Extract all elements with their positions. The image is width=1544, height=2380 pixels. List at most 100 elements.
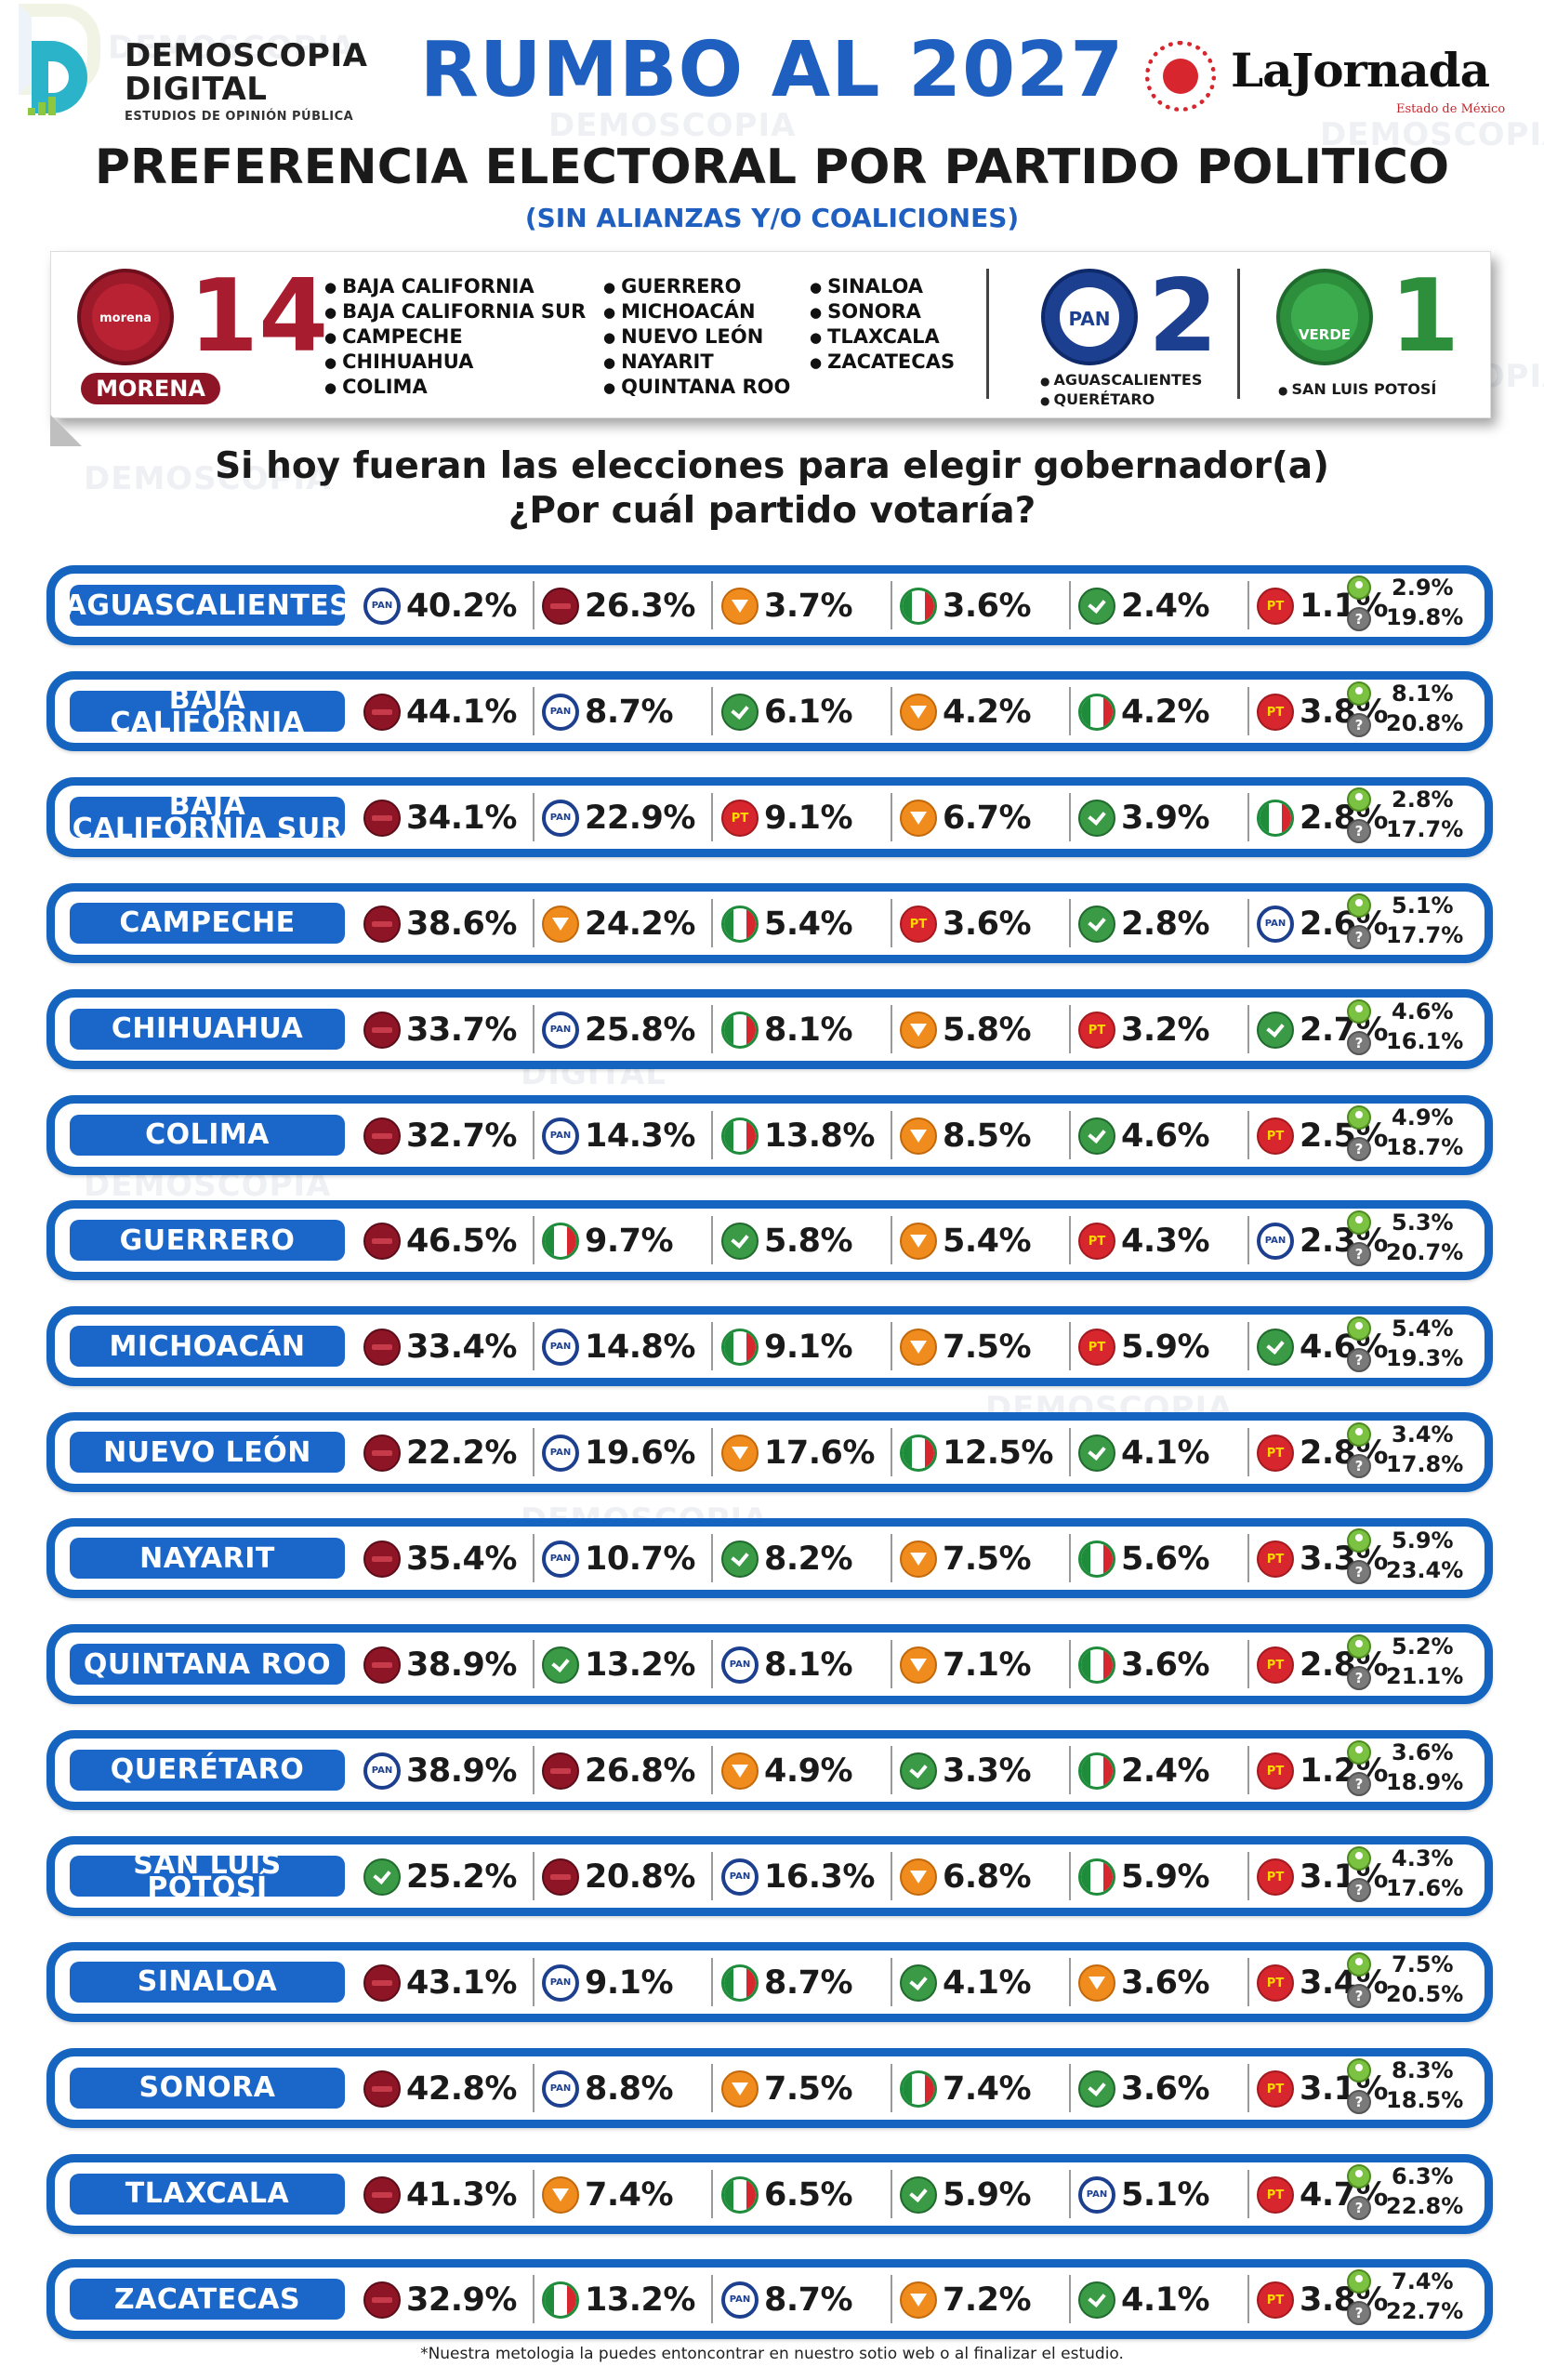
- party-percentage: 46.5%: [406, 1223, 517, 1261]
- result-cell: 9.1%: [718, 792, 892, 841]
- publisher-name: LaJornada: [1231, 43, 1490, 98]
- movimiento-ciudadano-logo-icon: [900, 693, 937, 731]
- pan-logo-icon: [1257, 1223, 1294, 1261]
- party-percentage: 3.1%: [1300, 1858, 1389, 1896]
- party-percentage: 2.8%: [1300, 1646, 1389, 1684]
- result-cell: 5.4%: [896, 1216, 1071, 1265]
- party-percentage: 34.1%: [406, 799, 517, 837]
- result-cell: 7.1%: [896, 1640, 1071, 1688]
- independent-person-icon: [1347, 1316, 1371, 1342]
- result-cell: 17.6%: [718, 1428, 892, 1477]
- state-name: GUERRERO: [70, 1220, 345, 1262]
- party-percentage: 26.3%: [585, 588, 695, 625]
- table-row: GUERRERO 46.5% 9.7% 5.8% 5.4% 4.3% 2.3%5.3% 20.…: [46, 1200, 1493, 1281]
- result-cell: 4.1%: [896, 1957, 1071, 2006]
- party-percentage: 41.3%: [406, 2175, 517, 2214]
- movimiento-ciudadano-logo-icon: [900, 1223, 937, 1261]
- party-percentage: 2.3%: [1300, 1223, 1389, 1261]
- question-mark-icon: [1347, 1030, 1371, 1055]
- independent-person-icon: [1347, 1528, 1371, 1554]
- other-responses: 4.3% 17.6%: [1347, 1844, 1486, 1908]
- movimiento-ciudadano-logo-icon: [900, 2281, 937, 2320]
- party-percentage: 8.1%: [764, 1646, 853, 1684]
- party-percentage: 5.4%: [764, 905, 853, 943]
- table-row: SINALOA 43.1% 9.1% 8.7% 4.1% 3.6% 3.4%7.5% 20.5…: [46, 1941, 1493, 2022]
- party-percentage: 14.8%: [585, 1329, 695, 1367]
- independent-percentage: 5.4%: [1392, 1316, 1454, 1342]
- independent-person-icon: [1347, 1210, 1371, 1236]
- pri-logo-icon: [900, 2069, 937, 2108]
- party-percentage: 16.3%: [764, 1858, 875, 1896]
- table-row: BAJA CALIFORNIA SUR 34.1% 22.9% 9.1% 6.7% 3.9…: [46, 776, 1493, 857]
- morena-states-col2: GUERREROMICHOACÁNNUEVO LEÓNNAYARITQUINTA…: [603, 274, 790, 400]
- party-percentage: 3.9%: [1121, 799, 1210, 837]
- state-name: BAJA CALIFORNIA SUR: [70, 791, 345, 842]
- pri-logo-icon: [721, 1329, 759, 1367]
- no-response-percentage: 18.7%: [1386, 1133, 1464, 1160]
- movimiento-ciudadano-logo-icon: [900, 1540, 937, 1579]
- no-response-percentage: 21.1%: [1386, 1663, 1464, 1689]
- morena-logo-icon: [542, 588, 579, 625]
- result-cell: 3.3%: [896, 1745, 1071, 1794]
- result-cell: 3.2%: [1075, 1004, 1249, 1053]
- movimiento-ciudadano-logo-icon: [900, 1011, 937, 1049]
- table-row: ZACATECAS 32.9% 13.2% 8.7% 7.2% 4.1% 3.8%7.4% 2…: [46, 2259, 1493, 2340]
- state-name: QUERÉTARO: [70, 1749, 345, 1791]
- party-percentage: 14.3%: [585, 1117, 695, 1155]
- question-mark-icon: [1347, 2089, 1371, 2114]
- other-responses: 2.9% 19.8%: [1347, 574, 1486, 637]
- result-cell: 7.5%: [718, 2063, 892, 2112]
- question-mark-icon: [1347, 1983, 1371, 2008]
- page-note: (SIN ALIANZAS Y/O COALICIONES): [524, 203, 1020, 233]
- question-mark-icon: [1347, 1666, 1371, 1690]
- pan-logo-icon: [721, 1858, 759, 1896]
- party-percentage: 7.5%: [764, 2069, 853, 2108]
- pan-logo-icon: [721, 1646, 759, 1684]
- verde-logo-icon: [1078, 905, 1115, 943]
- result-cell: 4.6%: [1075, 1110, 1249, 1159]
- question-mark-icon: [1347, 1771, 1371, 1796]
- pri-logo-icon: [1257, 799, 1294, 837]
- other-responses: 3.4% 17.8%: [1347, 1421, 1486, 1484]
- morena-states-col3: SINALOASONORATLAXCALAZACATECAS: [810, 274, 955, 375]
- result-cell: 1.2%: [1253, 1746, 1426, 1794]
- morena-logo-icon: [542, 1752, 579, 1790]
- pan-logo-icon: [363, 588, 401, 625]
- party-percentage: 4.3%: [1121, 1223, 1210, 1261]
- party-percentage: 35.4%: [406, 1540, 517, 1579]
- publisher-edition: Estado de México: [1396, 102, 1506, 116]
- other-responses: 4.9% 18.7%: [1347, 1104, 1486, 1167]
- party-percentage: 38.9%: [406, 1646, 517, 1684]
- party-percentage: 17.6%: [764, 1435, 875, 1473]
- independent-percentage: 5.1%: [1392, 892, 1454, 919]
- independent-percentage: 7.5%: [1392, 1950, 1454, 1977]
- pan-states: AGUASCALIENTESQUERÉTARO: [1040, 371, 1202, 410]
- party-percentage: 1.2%: [1300, 1752, 1389, 1790]
- result-cell: 32.7%: [360, 1110, 534, 1159]
- result-cell: 3.6%: [896, 898, 1071, 947]
- independent-percentage: 5.3%: [1392, 1210, 1454, 1236]
- morena-logo-icon: [363, 1646, 401, 1684]
- pan-logo-icon: [542, 693, 579, 731]
- result-cell: 3.7%: [718, 581, 892, 629]
- other-responses: 5.9% 23.4%: [1347, 1527, 1486, 1590]
- pri-logo-icon: [1078, 1858, 1115, 1896]
- table-row: CHIHUAHUA 33.7% 25.8% 8.1% 5.8% 3.2% 2.7%4.6%1…: [46, 988, 1493, 1069]
- verde-logo-icon: [721, 693, 759, 731]
- morena-logo-icon: morena: [77, 269, 174, 365]
- party-percentage: 2.7%: [1300, 1011, 1389, 1049]
- result-cell: 7.4%: [538, 2169, 713, 2218]
- movimiento-ciudadano-logo-icon: [900, 1117, 937, 1155]
- result-cell: 38.9%: [360, 1745, 534, 1794]
- result-cell: 16.3%: [718, 1851, 892, 1900]
- result-cell: 5.1%: [1075, 2169, 1249, 2218]
- pan-logo-icon: [1257, 905, 1294, 943]
- result-cell: 38.9%: [360, 1640, 534, 1688]
- no-response-percentage: 17.7%: [1386, 921, 1464, 948]
- footnote: *Nuestra metologia la puedes entoncontra…: [420, 2345, 1124, 2363]
- result-cell: 14.8%: [538, 1322, 713, 1371]
- party-percentage: 44.1%: [406, 693, 517, 731]
- party-percentage: 8.7%: [764, 2281, 853, 2320]
- pt-logo-icon: [1257, 2281, 1294, 2320]
